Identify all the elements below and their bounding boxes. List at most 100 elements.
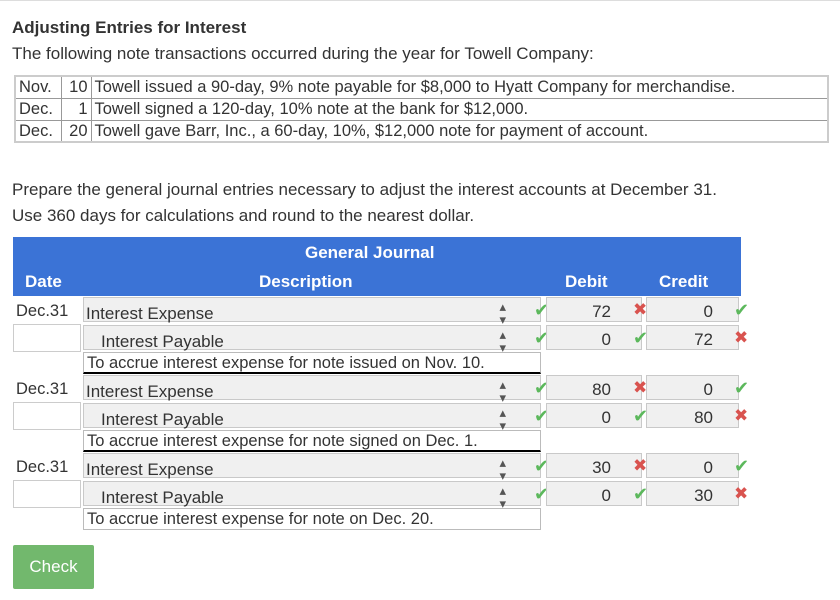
credit-input[interactable]: 30 ✖: [646, 481, 748, 506]
notes-table: Nov. 10 Towell issued a 90-day, 9% note …: [14, 75, 829, 143]
account-select[interactable]: Interest Payable ▴ ▾ ✔: [83, 403, 549, 432]
credit-value: 0: [703, 302, 713, 321]
debit-value: 80: [592, 380, 611, 399]
debit-input[interactable]: 30 ✖: [546, 453, 647, 478]
entry-date: Dec.31: [16, 458, 69, 476]
date-cell: [13, 402, 81, 430]
select-arrows-icon: ▴ ▾: [499, 327, 506, 355]
credit-input[interactable]: 0 ✔: [646, 297, 749, 322]
note-row: Dec. 1 Towell signed a 120-day, 10% note…: [14, 97, 829, 121]
entry-date: Dec.31: [16, 302, 69, 320]
select-arrows-icon: ▴ ▾: [499, 405, 506, 433]
credit-value: 30: [694, 486, 713, 505]
check-icon: ✔: [534, 378, 550, 398]
credit-input[interactable]: 72 ✖: [646, 325, 748, 350]
note-month: Dec.: [14, 119, 62, 143]
account-name: Interest Payable: [101, 332, 224, 351]
check-icon: ✔: [534, 300, 550, 320]
debit-value: 72: [592, 302, 611, 321]
account-select[interactable]: Interest Expense ▴ ▾ ✔: [83, 375, 549, 404]
journal-memo-row: To accrue interest expense for note issu…: [13, 352, 741, 374]
check-button[interactable]: Check: [13, 545, 94, 589]
debit-input[interactable]: 0 ✔: [546, 325, 648, 350]
column-debit: Debit: [565, 272, 608, 291]
credit-input[interactable]: 80 ✖: [646, 403, 748, 428]
select-arrows-icon: ▴ ▾: [499, 377, 506, 405]
note-day: 10: [60, 75, 92, 99]
journal-heading: General Journal: [305, 243, 435, 262]
check-icon: ✔: [633, 484, 649, 504]
journal-memo-row: To accrue interest expense for note on D…: [13, 508, 741, 530]
cross-icon: ✖: [734, 484, 749, 503]
note-day: 20: [60, 119, 92, 143]
debit-input[interactable]: 72 ✖: [546, 297, 647, 322]
column-credit: Credit: [659, 272, 709, 291]
instructions-line-1: Prepare the general journal entries nece…: [12, 180, 717, 199]
journal-credit-row: Interest Payable ▴ ▾ ✔ 0 ✔ 72 ✖: [13, 324, 748, 354]
entry-memo: To accrue interest expense for note issu…: [83, 352, 541, 374]
credit-input[interactable]: 0 ✔: [646, 453, 749, 478]
debit-value: 0: [601, 408, 611, 427]
account-name: Interest Payable: [101, 488, 224, 507]
credit-input[interactable]: 0 ✔: [646, 375, 749, 400]
intro-text: The following note transactions occurred…: [12, 44, 594, 63]
credit-value: 80: [694, 408, 713, 427]
cross-icon: ✖: [633, 300, 648, 319]
cross-icon: ✖: [734, 406, 749, 425]
note-text: Towell issued a 90-day, 9% note payable …: [90, 75, 829, 99]
instructions-line-2: Use 360 days for calculations and round …: [12, 206, 475, 225]
journal-header: General Journal Date Description Debit C…: [13, 237, 741, 296]
journal-credit-row: Interest Payable ▴ ▾ ✔ 0 ✔ 30 ✖: [13, 480, 748, 510]
debit-value: 30: [592, 458, 611, 477]
check-icon: ✔: [534, 484, 550, 504]
check-icon: ✔: [633, 406, 649, 426]
date-cell: [13, 324, 81, 352]
journal-debit-row: Dec.31 Interest Expense ▴ ▾ ✔ 30 ✖ 0 ✔: [13, 452, 749, 482]
check-icon: ✔: [534, 328, 550, 348]
debit-input[interactable]: 80 ✖: [546, 375, 647, 400]
account-select[interactable]: Interest Expense ▴ ▾ ✔: [83, 297, 549, 326]
note-month: Nov.: [14, 75, 62, 99]
journal-credit-row: Interest Payable ▴ ▾ ✔ 0 ✔ 80 ✖: [13, 402, 748, 432]
account-name: Interest Expense: [86, 304, 214, 323]
cross-icon: ✖: [633, 378, 648, 397]
check-icon: ✔: [633, 328, 649, 348]
column-date: Date: [25, 272, 62, 291]
account-select[interactable]: Interest Payable ▴ ▾ ✔: [83, 481, 549, 510]
select-arrows-icon: ▴ ▾: [499, 299, 506, 327]
debit-input[interactable]: 0 ✔: [546, 481, 648, 506]
note-row: Nov. 10 Towell issued a 90-day, 9% note …: [14, 75, 829, 99]
credit-value: 0: [703, 380, 713, 399]
note-day: 1: [60, 97, 92, 121]
journal-debit-row: Dec.31 Interest Expense ▴ ▾ ✔ 80 ✖ 0 ✔: [13, 374, 749, 404]
journal-debit-row: Dec.31 Interest Expense ▴ ▾ ✔ 72 ✖ 0 ✔: [13, 296, 749, 326]
entry-memo: To accrue interest expense for note sign…: [83, 430, 541, 452]
check-icon: ✔: [534, 406, 550, 426]
note-text: Towell signed a 120-day, 10% note at the…: [90, 97, 829, 121]
account-select[interactable]: Interest Payable ▴ ▾ ✔: [83, 325, 549, 354]
account-name: Interest Expense: [86, 460, 214, 479]
debit-input[interactable]: 0 ✔: [546, 403, 648, 428]
general-journal: General Journal Date Description Debit C…: [13, 237, 749, 530]
note-month: Dec.: [14, 97, 62, 121]
account-select[interactable]: Interest Expense ▴ ▾ ✔: [83, 453, 549, 482]
entry-memo: To accrue interest expense for note on D…: [83, 508, 541, 530]
select-arrows-icon: ▴ ▾: [499, 455, 506, 483]
account-name: Interest Expense: [86, 382, 214, 401]
cross-icon: ✖: [734, 328, 749, 347]
debit-value: 0: [601, 486, 611, 505]
journal-entries: Dec.31 Interest Expense ▴ ▾ ✔ 72 ✖ 0 ✔ Interest P…: [13, 296, 749, 530]
note-row: Dec. 20 Towell gave Barr, Inc., a 60-day…: [14, 119, 829, 143]
account-name: Interest Payable: [101, 410, 224, 429]
date-cell: [13, 480, 81, 508]
debit-value: 0: [601, 330, 611, 349]
note-text: Towell gave Barr, Inc., a 60-day, 10%, $…: [90, 119, 829, 143]
select-arrows-icon: ▴ ▾: [499, 483, 506, 511]
credit-value: 72: [694, 330, 713, 349]
top-divider: [0, 0, 840, 1]
check-icon: ✔: [534, 456, 550, 476]
journal-memo-row: To accrue interest expense for note sign…: [13, 430, 741, 452]
column-description: Description: [259, 272, 353, 291]
check-icon: ✔: [734, 300, 750, 320]
cross-icon: ✖: [633, 456, 648, 475]
